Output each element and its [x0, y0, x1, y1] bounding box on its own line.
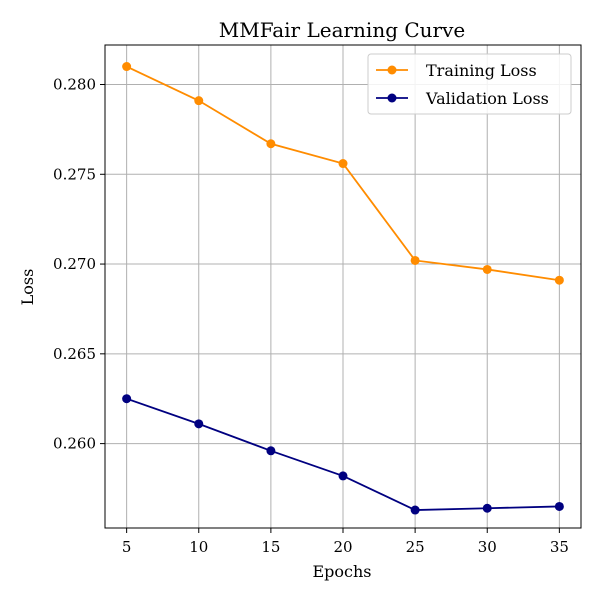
x-tick-label: 30 [478, 538, 497, 556]
x-axis-label: Epochs [312, 562, 371, 581]
legend-item: Validation Loss [376, 89, 549, 108]
data-point [266, 139, 276, 149]
x-tick-label: 35 [550, 538, 569, 556]
legend-label: Validation Loss [425, 89, 549, 108]
legend-box [367, 53, 572, 115]
data-point [410, 505, 420, 515]
series-validation-loss [122, 394, 564, 515]
data-point [122, 62, 132, 72]
x-tick-label: 15 [261, 538, 280, 556]
legend-marker [387, 93, 397, 103]
y-axis-label: Loss [18, 269, 37, 306]
y-tick-label: 0.265 [53, 345, 96, 363]
y-tick-label: 0.280 [53, 76, 96, 94]
legend-item: Training Loss [376, 61, 537, 80]
chart-title: MMFair Learning Curve [219, 18, 466, 42]
legend-marker [387, 65, 397, 75]
y-tick-label: 0.260 [53, 435, 96, 453]
data-point [482, 503, 492, 513]
data-point [338, 471, 348, 481]
data-point [194, 96, 204, 106]
data-point [482, 264, 492, 274]
data-point [266, 446, 276, 456]
x-tick-label: 20 [333, 538, 352, 556]
x-axis-ticks: 5 10 15 20 25 30 35 [122, 528, 569, 556]
data-point [122, 394, 132, 404]
x-tick-label: 5 [122, 538, 132, 556]
series-training-loss [122, 62, 564, 285]
legend-label: Training Loss [426, 61, 537, 80]
y-tick-label: 0.270 [53, 255, 96, 273]
data-point [554, 501, 564, 511]
grid-lines [105, 45, 581, 528]
x-tick-label: 10 [189, 538, 208, 556]
data-point [194, 419, 204, 429]
data-point [410, 255, 420, 265]
data-point [554, 275, 564, 285]
data-point [338, 159, 348, 169]
series-lines [122, 62, 564, 515]
y-tick-label: 0.275 [53, 165, 96, 183]
y-axis-ticks: 0.260 0.265 0.270 0.275 0.280 [53, 76, 105, 453]
x-tick-label: 25 [406, 538, 425, 556]
legend: Training Loss Validation Loss [367, 53, 572, 115]
